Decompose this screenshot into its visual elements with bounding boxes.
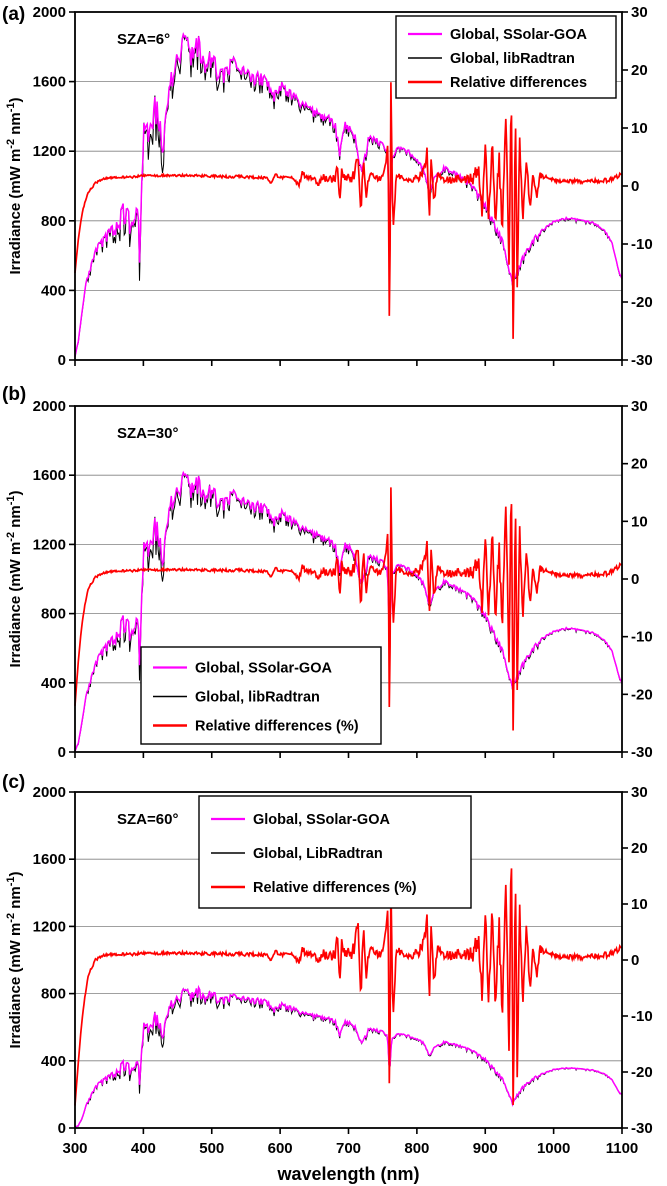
- y-right-tick-label: -30: [631, 744, 653, 761]
- legend-item-label: Global, libRadtran: [195, 690, 320, 706]
- series-relative-differences-line: [74, 868, 622, 1106]
- y-left-tick-label: 400: [41, 675, 66, 692]
- y-right-tick-label: 0: [631, 178, 639, 195]
- legend-item-label: Global, LibRadtran: [253, 846, 383, 862]
- y-left-tick-label: 1600: [33, 851, 66, 868]
- legend-item-label: Global, SSolar-GOA: [195, 661, 332, 677]
- legend: Global, SSolar-GOA Global, libRadtran Rela…: [140, 646, 382, 745]
- panel-label: (c): [2, 772, 25, 793]
- y-left-tick-label: 2000: [33, 784, 66, 801]
- y-left-tick-label: 2000: [33, 4, 66, 21]
- panel-c-chart: 0 400 800 1200 1600 2000 -30 -20 -10 0 10 20 30 300 40…: [0, 768, 667, 1186]
- y-right-tick-label: 10: [631, 896, 648, 913]
- y-right-tick-label: 10: [631, 120, 648, 137]
- legend-box: [140, 646, 382, 745]
- y-left-tick-label: 2000: [33, 398, 66, 415]
- legend-item-label: Global, libRadtran: [450, 51, 575, 67]
- legend-item-label: Global, SSolar-GOA: [253, 812, 390, 828]
- legend-item-label: Relative differences (%): [253, 880, 417, 896]
- y-left-tick-label: 1200: [33, 536, 66, 553]
- y-left-tick-label: 800: [41, 986, 66, 1003]
- y-left-tick-label: 0: [58, 744, 66, 761]
- y-left-tick-label: 400: [41, 282, 66, 299]
- y-left-tick-label: 800: [41, 213, 66, 230]
- y-right-tick-label: 20: [631, 840, 648, 857]
- x-tick-label: 600: [268, 1140, 293, 1157]
- legend-box: [198, 795, 472, 909]
- y-right-tick-label: -10: [631, 1008, 653, 1025]
- x-tick-label: 900: [473, 1140, 498, 1157]
- x-axis-label: wavelength (nm): [276, 1164, 419, 1184]
- panel-b-chart: 0 400 800 1200 1600 2000 -30 -20 -10 0 10 20 30 (b) SZ…: [0, 380, 667, 768]
- y-right-tick-label: -30: [631, 1120, 653, 1137]
- series-global-ssolar-goa-line: [74, 984, 623, 1129]
- y-left-tick-label: 0: [58, 352, 66, 369]
- y-left-tick-label: 0: [58, 1120, 66, 1137]
- y-right-tick-label: -30: [631, 352, 653, 369]
- sza-annotation: SZA=30°: [117, 425, 178, 442]
- x-tick-label: 1100: [606, 1140, 639, 1157]
- y-right-tick-label: 30: [631, 398, 648, 415]
- y-right-tick-label: 0: [631, 952, 639, 969]
- y-right-tick-label: -20: [631, 1064, 653, 1081]
- y-right-tick-label: 30: [631, 784, 648, 801]
- panel-a-chart: 0 400 800 1200 1600 2000 -30 -20 -10 0 10 20 30 (a) SZ…: [0, 0, 667, 380]
- legend-item-label: Global, SSolar-GOA: [450, 27, 587, 43]
- series-global-ssolar-goa-line: [74, 470, 623, 752]
- x-tick-label: 500: [199, 1140, 224, 1157]
- x-tick-label: 300: [62, 1140, 87, 1157]
- x-tick-label: 800: [404, 1140, 429, 1157]
- y-left-tick-label: 1600: [33, 467, 66, 484]
- y-right-tick-label: 20: [631, 456, 648, 473]
- y-right-tick-label: 10: [631, 513, 648, 530]
- y-right-tick-label: 20: [631, 62, 648, 79]
- y-right-tick-label: -20: [631, 686, 653, 703]
- series-relative-differences-line: [74, 487, 622, 731]
- y-left-tick-label: 1200: [33, 918, 66, 935]
- y-right-tick-label: -10: [631, 236, 653, 253]
- x-tick-label: 700: [336, 1140, 361, 1157]
- y-left-tick-label: 400: [41, 1053, 66, 1070]
- legend-item-label: Relative differences (%): [195, 719, 359, 735]
- sza-annotation: SZA=6°: [117, 31, 170, 48]
- y-right-tick-label: 30: [631, 4, 648, 21]
- legend: Global, SSolar-GOA Global, libRadtran Rela…: [395, 15, 617, 99]
- panel-label: (b): [2, 384, 26, 405]
- legend-item-label: Relative differences: [450, 75, 587, 91]
- sza-annotation: SZA=60°: [117, 811, 178, 828]
- y-left-tick-label: 1200: [33, 143, 66, 160]
- series-relative-differences-line: [74, 82, 622, 339]
- y-left-tick-label: 1600: [33, 74, 66, 91]
- y-right-tick-label: 0: [631, 571, 639, 588]
- y-right-tick-label: -20: [631, 294, 653, 311]
- legend-box: [395, 15, 617, 99]
- y-axis-label: Irradiance (mW m-2 nm-1): [5, 97, 24, 274]
- y-axis-label: Irradiance (mW m-2 nm-1): [5, 871, 24, 1048]
- y-right-tick-label: -10: [631, 629, 653, 646]
- y-axis-label: Irradiance (mW m-2 nm-1): [5, 490, 24, 667]
- x-tick-label: 1000: [537, 1140, 570, 1157]
- panel-label: (a): [2, 4, 25, 25]
- y-left-tick-label: 800: [41, 606, 66, 623]
- x-tick-label: 400: [131, 1140, 156, 1157]
- series-global-ssolar-goa-line: [74, 32, 623, 357]
- legend: Global, SSolar-GOA Global, LibRadtran Rela…: [198, 795, 472, 909]
